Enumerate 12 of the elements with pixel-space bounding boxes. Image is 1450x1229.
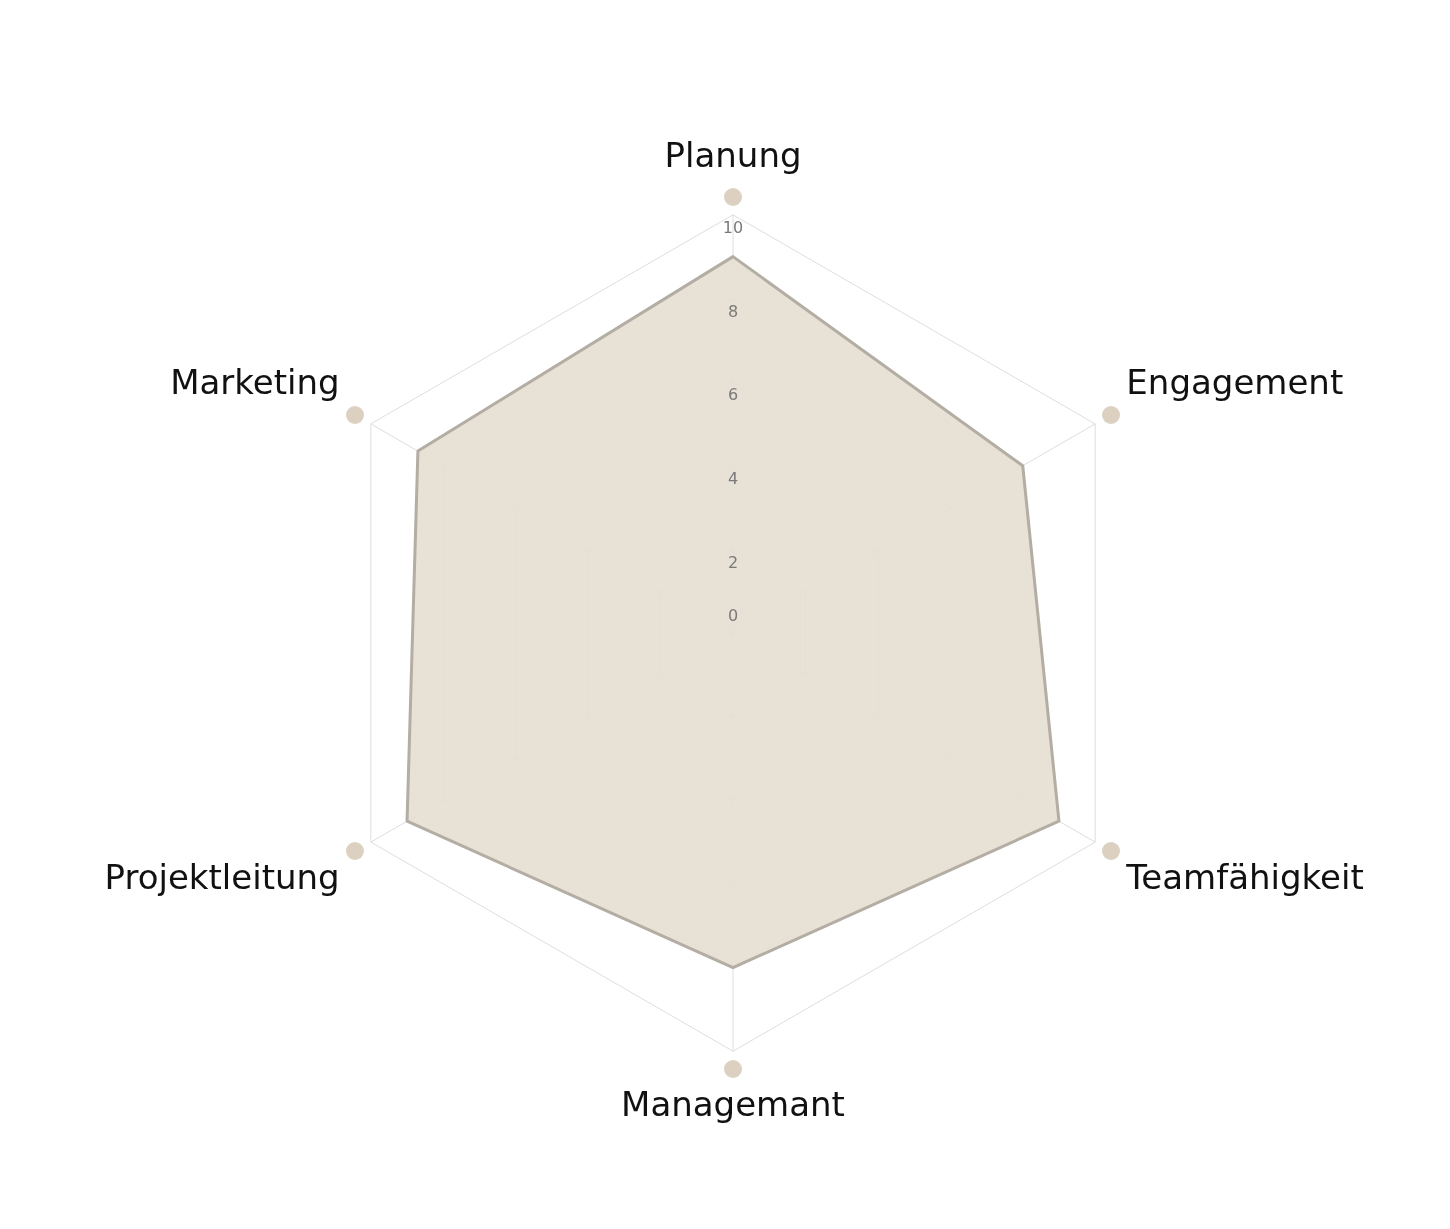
y-tick-label: 6 — [727, 385, 739, 405]
spoke-label: Projektleitung — [104, 857, 340, 898]
spoke-label: Marketing — [170, 362, 340, 403]
y-tick-label: 0 — [727, 606, 739, 626]
spoke-label: Teamfähigkeit — [1125, 857, 1364, 898]
spoke-label: Engagement — [1126, 362, 1344, 403]
y-tick-label: 8 — [727, 301, 739, 321]
spoke-label: Managemant — [621, 1084, 845, 1125]
y-tick-label: 2 — [727, 552, 739, 572]
y-tick-label: 4 — [727, 468, 739, 488]
y-tick-label: 10 — [722, 217, 744, 237]
spoke-label: Planung — [664, 135, 802, 176]
